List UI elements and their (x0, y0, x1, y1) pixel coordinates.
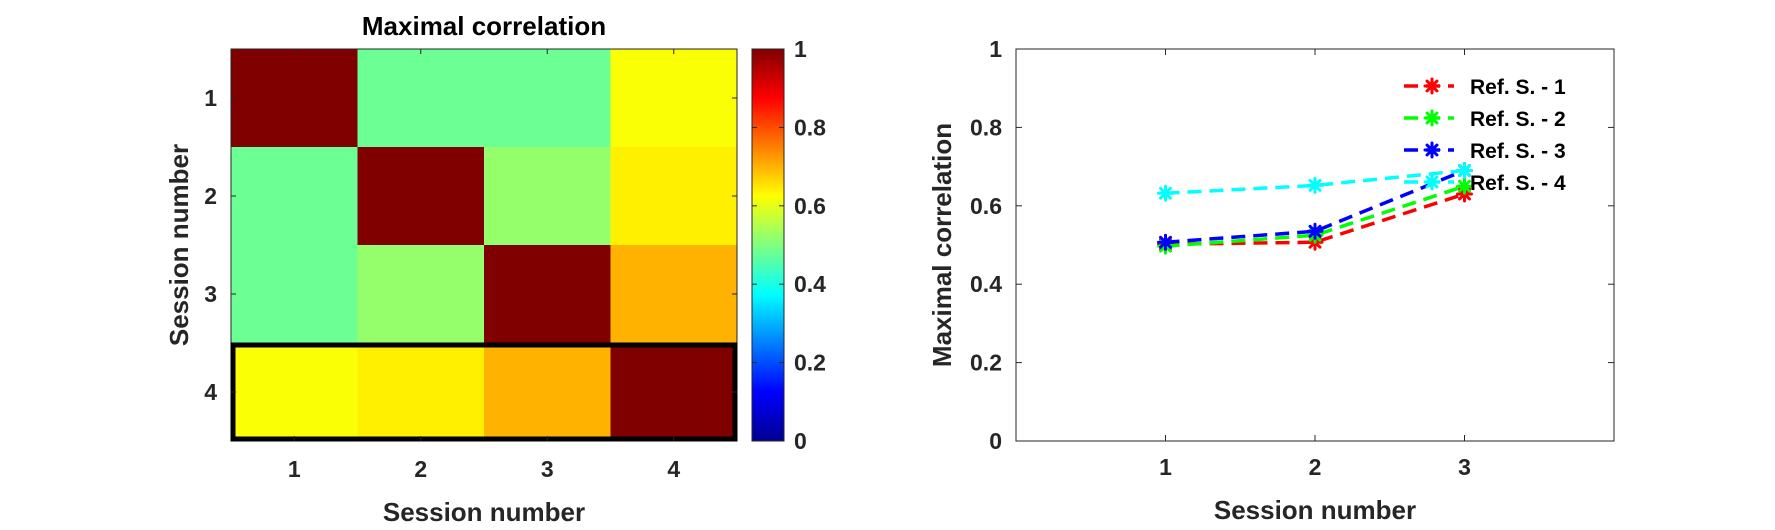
y-tick-label: 1 (989, 36, 1002, 62)
data-point-marker (1306, 176, 1324, 194)
heatmap-cell (231, 245, 358, 344)
heatmap-cell (484, 147, 611, 246)
x-tick-label: 3 (541, 456, 554, 482)
heatmap-title: Maximal correlation (362, 11, 606, 41)
heatmap-y-ticks: 1 2 3 4 (204, 85, 737, 405)
legend-marker (1423, 109, 1441, 127)
line-chart-x-axis-label: Session number (1214, 495, 1416, 525)
heatmap-cell (610, 49, 738, 148)
colorbar-tick-label: 0.4 (794, 271, 826, 297)
legend-label: Ref. S. - 3 (1470, 140, 1566, 163)
y-tick-label: 0 (989, 428, 1002, 454)
legend-marker (1423, 77, 1441, 95)
heatmap-cell (231, 147, 358, 246)
series-line (1165, 168, 1465, 196)
x-tick-label: 2 (414, 456, 427, 482)
colorbar-gradient (751, 48, 785, 442)
line-chart-series (1157, 162, 1473, 255)
heatmap-cell (610, 147, 738, 246)
legend-label: Ref. S. - 1 (1470, 76, 1566, 99)
colorbar-tick-label: 0.2 (794, 350, 826, 376)
legend-label: Ref. S. - 4 (1470, 172, 1566, 195)
series-line (1165, 184, 1466, 248)
colorbar-tick-label: 1 (794, 36, 807, 62)
heatmap-cell (357, 245, 485, 344)
colorbar-tick-label: 0.8 (794, 114, 826, 140)
x-tick-label: 1 (288, 456, 301, 482)
data-point-marker (1456, 177, 1473, 195)
legend-marker (1423, 141, 1441, 159)
heatmap-panel: Maximal correlation 1 2 3 4 1 2 3 4 Session nu… (164, 11, 738, 527)
x-tick-label: 4 (667, 456, 680, 482)
legend-marker (1423, 173, 1441, 191)
line-chart-y-axis-label: Maximal correlation (927, 123, 957, 367)
data-point-marker (1157, 233, 1174, 251)
heatmap-cells (231, 49, 738, 442)
y-tick-label: 2 (204, 183, 217, 209)
x-tick-label: 2 (1309, 454, 1322, 480)
y-tick-label: 4 (204, 379, 217, 405)
heatmap-y-axis-label: Session number (164, 144, 194, 346)
heatmap-cell (484, 49, 611, 148)
x-tick-label: 1 (1159, 454, 1172, 480)
y-tick-label: 1 (204, 85, 217, 111)
line-chart-legend: Ref. S. - 1 Ref. S. - 2 Ref. S. - 3 Ref. S.… (1404, 76, 1566, 195)
data-point-marker (1306, 222, 1324, 240)
heatmap-cell (231, 49, 358, 148)
y-tick-label: 3 (204, 281, 217, 307)
y-tick-label: 0.6 (970, 193, 1002, 219)
data-point-marker (1456, 162, 1473, 180)
heatmap-cell (357, 49, 485, 148)
heatmap-cell (484, 245, 611, 344)
heatmap-cell (484, 343, 611, 442)
y-tick-label: 0.8 (970, 114, 1002, 140)
y-tick-label: 0.2 (970, 350, 1002, 376)
x-tick-label: 3 (1458, 454, 1471, 480)
line-chart-panel: 1 2 3 0 0.2 0.4 0.6 0.8 1 Ref. S. - 1 Ref. S. - 2… (927, 36, 1615, 525)
line-chart-ticks: 1 2 3 0 0.2 0.4 0.6 0.8 1 (970, 36, 1614, 480)
heatmap-cell (357, 147, 485, 246)
y-tick-label: 0.4 (970, 271, 1002, 297)
colorbar: 0 0.2 0.4 0.6 0.8 1 (751, 36, 826, 454)
colorbar-ticks: 0 0.2 0.4 0.6 0.8 1 (752, 36, 826, 454)
colorbar-tick-label: 0.6 (794, 193, 826, 219)
data-point-marker (1157, 184, 1174, 202)
heatmap-cell (231, 343, 358, 442)
heatmap-cell (357, 343, 485, 442)
heatmap-x-axis-label: Session number (383, 497, 585, 527)
colorbar-tick-label: 0 (794, 428, 807, 454)
heatmap-cell (610, 245, 738, 344)
legend-label: Ref. S. - 2 (1470, 108, 1566, 131)
heatmap-x-ticks: 1 2 3 4 (288, 49, 680, 482)
heatmap-cell (610, 343, 738, 442)
series-line (1165, 168, 1466, 245)
